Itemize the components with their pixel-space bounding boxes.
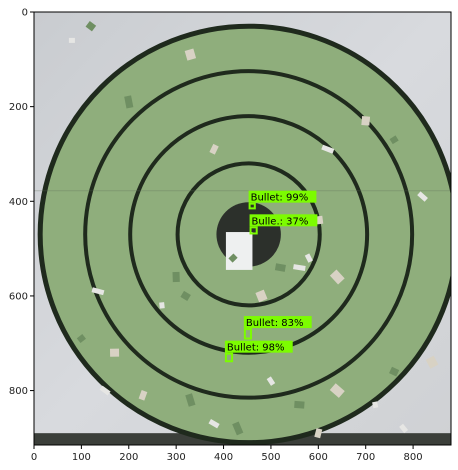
x-tick-label: 300 <box>167 452 186 463</box>
detection-label-bg <box>248 190 317 203</box>
x-tick-label: 200 <box>119 452 138 463</box>
bullet-hole-mark <box>255 289 268 303</box>
target-ring-1 <box>37 23 451 445</box>
bullet-hole-mark <box>417 191 428 202</box>
bullet-hole-mark <box>180 290 191 301</box>
bullet-hole-mark <box>372 401 379 409</box>
x-tick-label: 400 <box>214 452 233 463</box>
bullet-hole-mark <box>109 348 120 357</box>
detection-box <box>243 328 253 340</box>
axes-frame <box>33 11 452 446</box>
bullet-hole-mark <box>185 393 196 407</box>
bullet-hole-mark <box>172 271 180 283</box>
bullet-hole-mark <box>76 334 86 344</box>
y-tick-label: 400 <box>9 197 28 208</box>
bullet-hole-mark <box>389 135 399 145</box>
bullet-hole-mark <box>99 385 111 396</box>
bullet-hole-mark <box>321 144 335 154</box>
detection-boxes: Bullet: 99% Bulle.: 37% Bullet: 83% Bullet:… <box>224 190 318 363</box>
target-ring-4 <box>175 161 322 308</box>
bullet-hole-mark <box>159 302 165 309</box>
bullet-hole-mark <box>68 37 75 43</box>
x-tick-label: 0 <box>31 452 37 463</box>
bullet-hole-mark <box>184 48 197 61</box>
y-tick-label: 0 <box>22 8 28 19</box>
y-tick-label: 200 <box>9 102 28 113</box>
target-photo <box>34 12 451 445</box>
bullet-hole-mark <box>329 383 345 398</box>
bullet-hole-mark <box>304 253 313 263</box>
y-tick-label: 800 <box>9 386 28 397</box>
center-patch <box>225 232 253 270</box>
bullet-hole-mark <box>138 390 148 401</box>
bullet-hole-mark <box>124 95 134 109</box>
bullet-hole-mark <box>208 419 220 429</box>
detection-label: Bulle.: 37% <box>252 216 309 227</box>
bullet-hole-mark <box>228 253 238 263</box>
y-axis: 0 200 400 600 800 <box>9 8 34 397</box>
detection-box <box>224 352 234 363</box>
detection-label: Bullet: 99% <box>251 193 309 204</box>
bullet-hole-mark <box>314 428 323 439</box>
detection-label-bg <box>243 316 312 329</box>
x-tick-label: 500 <box>261 452 280 463</box>
bullet-hole-mark <box>329 269 345 285</box>
bullet-hole-mark <box>266 376 276 386</box>
x-tick-label: 100 <box>72 452 91 463</box>
x-axis: 0 100 200 300 400 500 600 700 800 <box>31 445 423 463</box>
bullet-hole-mark <box>361 116 371 126</box>
target-ring-2 <box>83 69 415 400</box>
bullet-hole-mark <box>274 263 286 272</box>
detection-label-bg <box>249 214 318 227</box>
bullet-hole-mark <box>91 287 105 296</box>
x-tick-label: 800 <box>404 452 423 463</box>
detection-label: Bullet: 83% <box>246 318 304 329</box>
x-tick-label: 600 <box>309 452 328 463</box>
bullet-hole-mark <box>293 264 306 271</box>
y-tick-label: 600 <box>9 291 28 302</box>
detection-box <box>249 226 258 235</box>
detection-box <box>248 202 256 210</box>
bullet-hole-mark <box>232 421 244 436</box>
bullet-hole-mark <box>209 143 219 155</box>
bullet-hole-mark <box>425 355 439 369</box>
target-ring-3 <box>128 114 370 355</box>
x-tick-label: 700 <box>356 452 375 463</box>
bullet-hole-mark <box>294 400 305 409</box>
detection-label: Bullet: 98% <box>227 343 285 354</box>
bullet-hole-mark <box>389 366 400 377</box>
bullet-hole-mark <box>85 20 97 32</box>
bullet-hole-mark <box>399 423 409 434</box>
detection-label-bg <box>224 340 293 353</box>
